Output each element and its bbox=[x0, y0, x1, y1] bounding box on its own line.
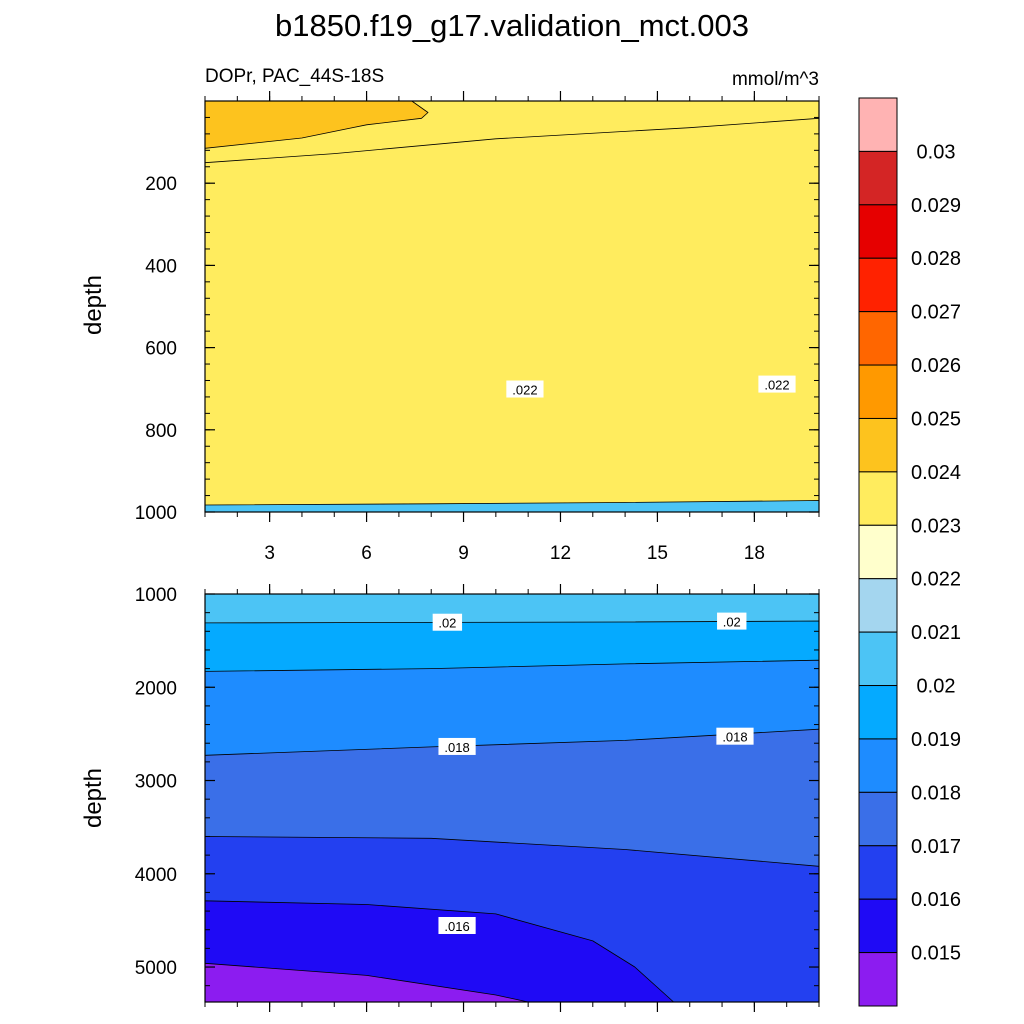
colorbar-level-label: 0.029 bbox=[911, 195, 961, 217]
colorbar-swatch bbox=[858, 471, 898, 526]
lower-contour-label-3: .018 bbox=[722, 730, 747, 745]
colorbar-level-label: 0.016 bbox=[911, 889, 961, 911]
lower-contour-label-box-2 bbox=[438, 737, 476, 755]
colorbar-swatch bbox=[858, 952, 898, 1007]
upper-contour-label-0: .022 bbox=[512, 383, 537, 398]
colorbar-level-label: 0.025 bbox=[911, 408, 961, 430]
lower-y-tick-label: 5000 bbox=[135, 958, 177, 979]
upper-x-tick-label: 18 bbox=[744, 543, 765, 564]
colorbar-level-label: 0.026 bbox=[911, 355, 961, 377]
upper-plot-frame bbox=[204, 100, 820, 513]
lower-contour-label-box-0 bbox=[432, 613, 463, 631]
colorbar-swatch bbox=[858, 204, 898, 259]
lower-y-tick-label: 1000 bbox=[135, 585, 177, 606]
colorbar-level-label: 0.019 bbox=[911, 729, 961, 751]
upper-x-tick-label: 15 bbox=[647, 543, 668, 564]
colorbar-swatch bbox=[858, 417, 898, 473]
colorbar-level-label: 0.028 bbox=[911, 248, 961, 270]
units-label: mmol/m^3 bbox=[732, 69, 819, 90]
colorbar-level-label: 0.015 bbox=[911, 943, 961, 965]
colorbar-swatch bbox=[858, 150, 898, 206]
colorbar-level-label: 0.024 bbox=[911, 462, 961, 484]
lower-contour-label-box-1 bbox=[717, 612, 747, 630]
colorbar-swatch bbox=[858, 311, 898, 366]
colorbar-swatch bbox=[858, 631, 898, 687]
colorbar-level-label: 0.022 bbox=[911, 569, 961, 591]
lower-contour-label-box-4 bbox=[438, 916, 476, 934]
upper-y-tick-label: 1000 bbox=[135, 503, 177, 524]
upper-y-tick-label: 400 bbox=[145, 256, 177, 277]
colorbar-swatch bbox=[858, 257, 898, 313]
colorbar-swatch bbox=[858, 738, 898, 793]
colorbar-swatch bbox=[858, 845, 898, 900]
upper-y-axis-title: depth bbox=[80, 275, 107, 335]
chart-title: b1850.f19_g17.validation_mct.003 bbox=[275, 8, 749, 43]
lower-contour-label-4: .016 bbox=[444, 919, 469, 934]
lower-y-tick-label: 2000 bbox=[135, 678, 177, 699]
lower-contour-label-1: .02 bbox=[723, 615, 741, 630]
lower-y-tick-label: 3000 bbox=[135, 772, 177, 793]
colorbar-swatch bbox=[858, 578, 898, 633]
upper-contour-label-1: .022 bbox=[764, 378, 789, 393]
colorbar-level-label: 0.018 bbox=[911, 782, 961, 804]
lower-depth-panel: .02 .02 .018 .018 .016 1000 2000 3000 4000 5000 bbox=[135, 584, 820, 1012]
colorbar-swatch bbox=[858, 685, 898, 740]
variable-region-label: DOPr, PAC_44S-18S bbox=[205, 66, 384, 87]
upper-y-tick-label: 200 bbox=[145, 174, 177, 195]
upper-x-tick-label: 6 bbox=[361, 543, 372, 564]
colorbar-level-label: 0.03 bbox=[917, 141, 956, 163]
colorbar-level-label: 0.023 bbox=[911, 515, 961, 537]
upper-depth-panel: .022 .022 200 400 600 800 1000 3 6 9 12 15 18 bbox=[135, 91, 820, 564]
colorbar-swatch bbox=[858, 364, 898, 419]
colorbar-swatch bbox=[858, 524, 898, 580]
upper-x-tick-label: 9 bbox=[458, 543, 469, 564]
lower-y-axis-title: depth bbox=[80, 768, 107, 828]
colorbar-swatch bbox=[858, 791, 898, 847]
upper-x-tick-label: 3 bbox=[264, 543, 275, 564]
colorbar: 0.015 0.016 0.017 0.018 0.019 0.02 0.021 0.022 0… bbox=[858, 97, 961, 1007]
upper-y-tick-label: 600 bbox=[145, 339, 177, 360]
lower-plot-frame bbox=[204, 593, 820, 1003]
colorbar-level-label: 0.021 bbox=[911, 622, 961, 644]
upper-contour-band-4 bbox=[204, 100, 429, 149]
upper-y-tick-label: 800 bbox=[145, 421, 177, 442]
upper-contour-label-box-1 bbox=[758, 375, 796, 393]
lower-contour-label-0: .02 bbox=[438, 616, 456, 631]
colorbar-swatch bbox=[858, 97, 898, 152]
colorbar-level-label: 0.027 bbox=[911, 302, 961, 324]
colorbar-level-label: 0.02 bbox=[917, 676, 956, 698]
colorbar-level-label: 0.017 bbox=[911, 836, 961, 858]
lower-contour-label-box-3 bbox=[716, 727, 754, 745]
upper-contour-label-box-0 bbox=[506, 380, 544, 398]
colorbar-swatch bbox=[858, 898, 898, 954]
upper-contour-band-2 bbox=[204, 117, 820, 513]
lower-contour-label-2: .018 bbox=[444, 740, 469, 755]
upper-x-tick-label: 12 bbox=[550, 543, 571, 564]
lower-y-tick-label: 4000 bbox=[135, 865, 177, 886]
